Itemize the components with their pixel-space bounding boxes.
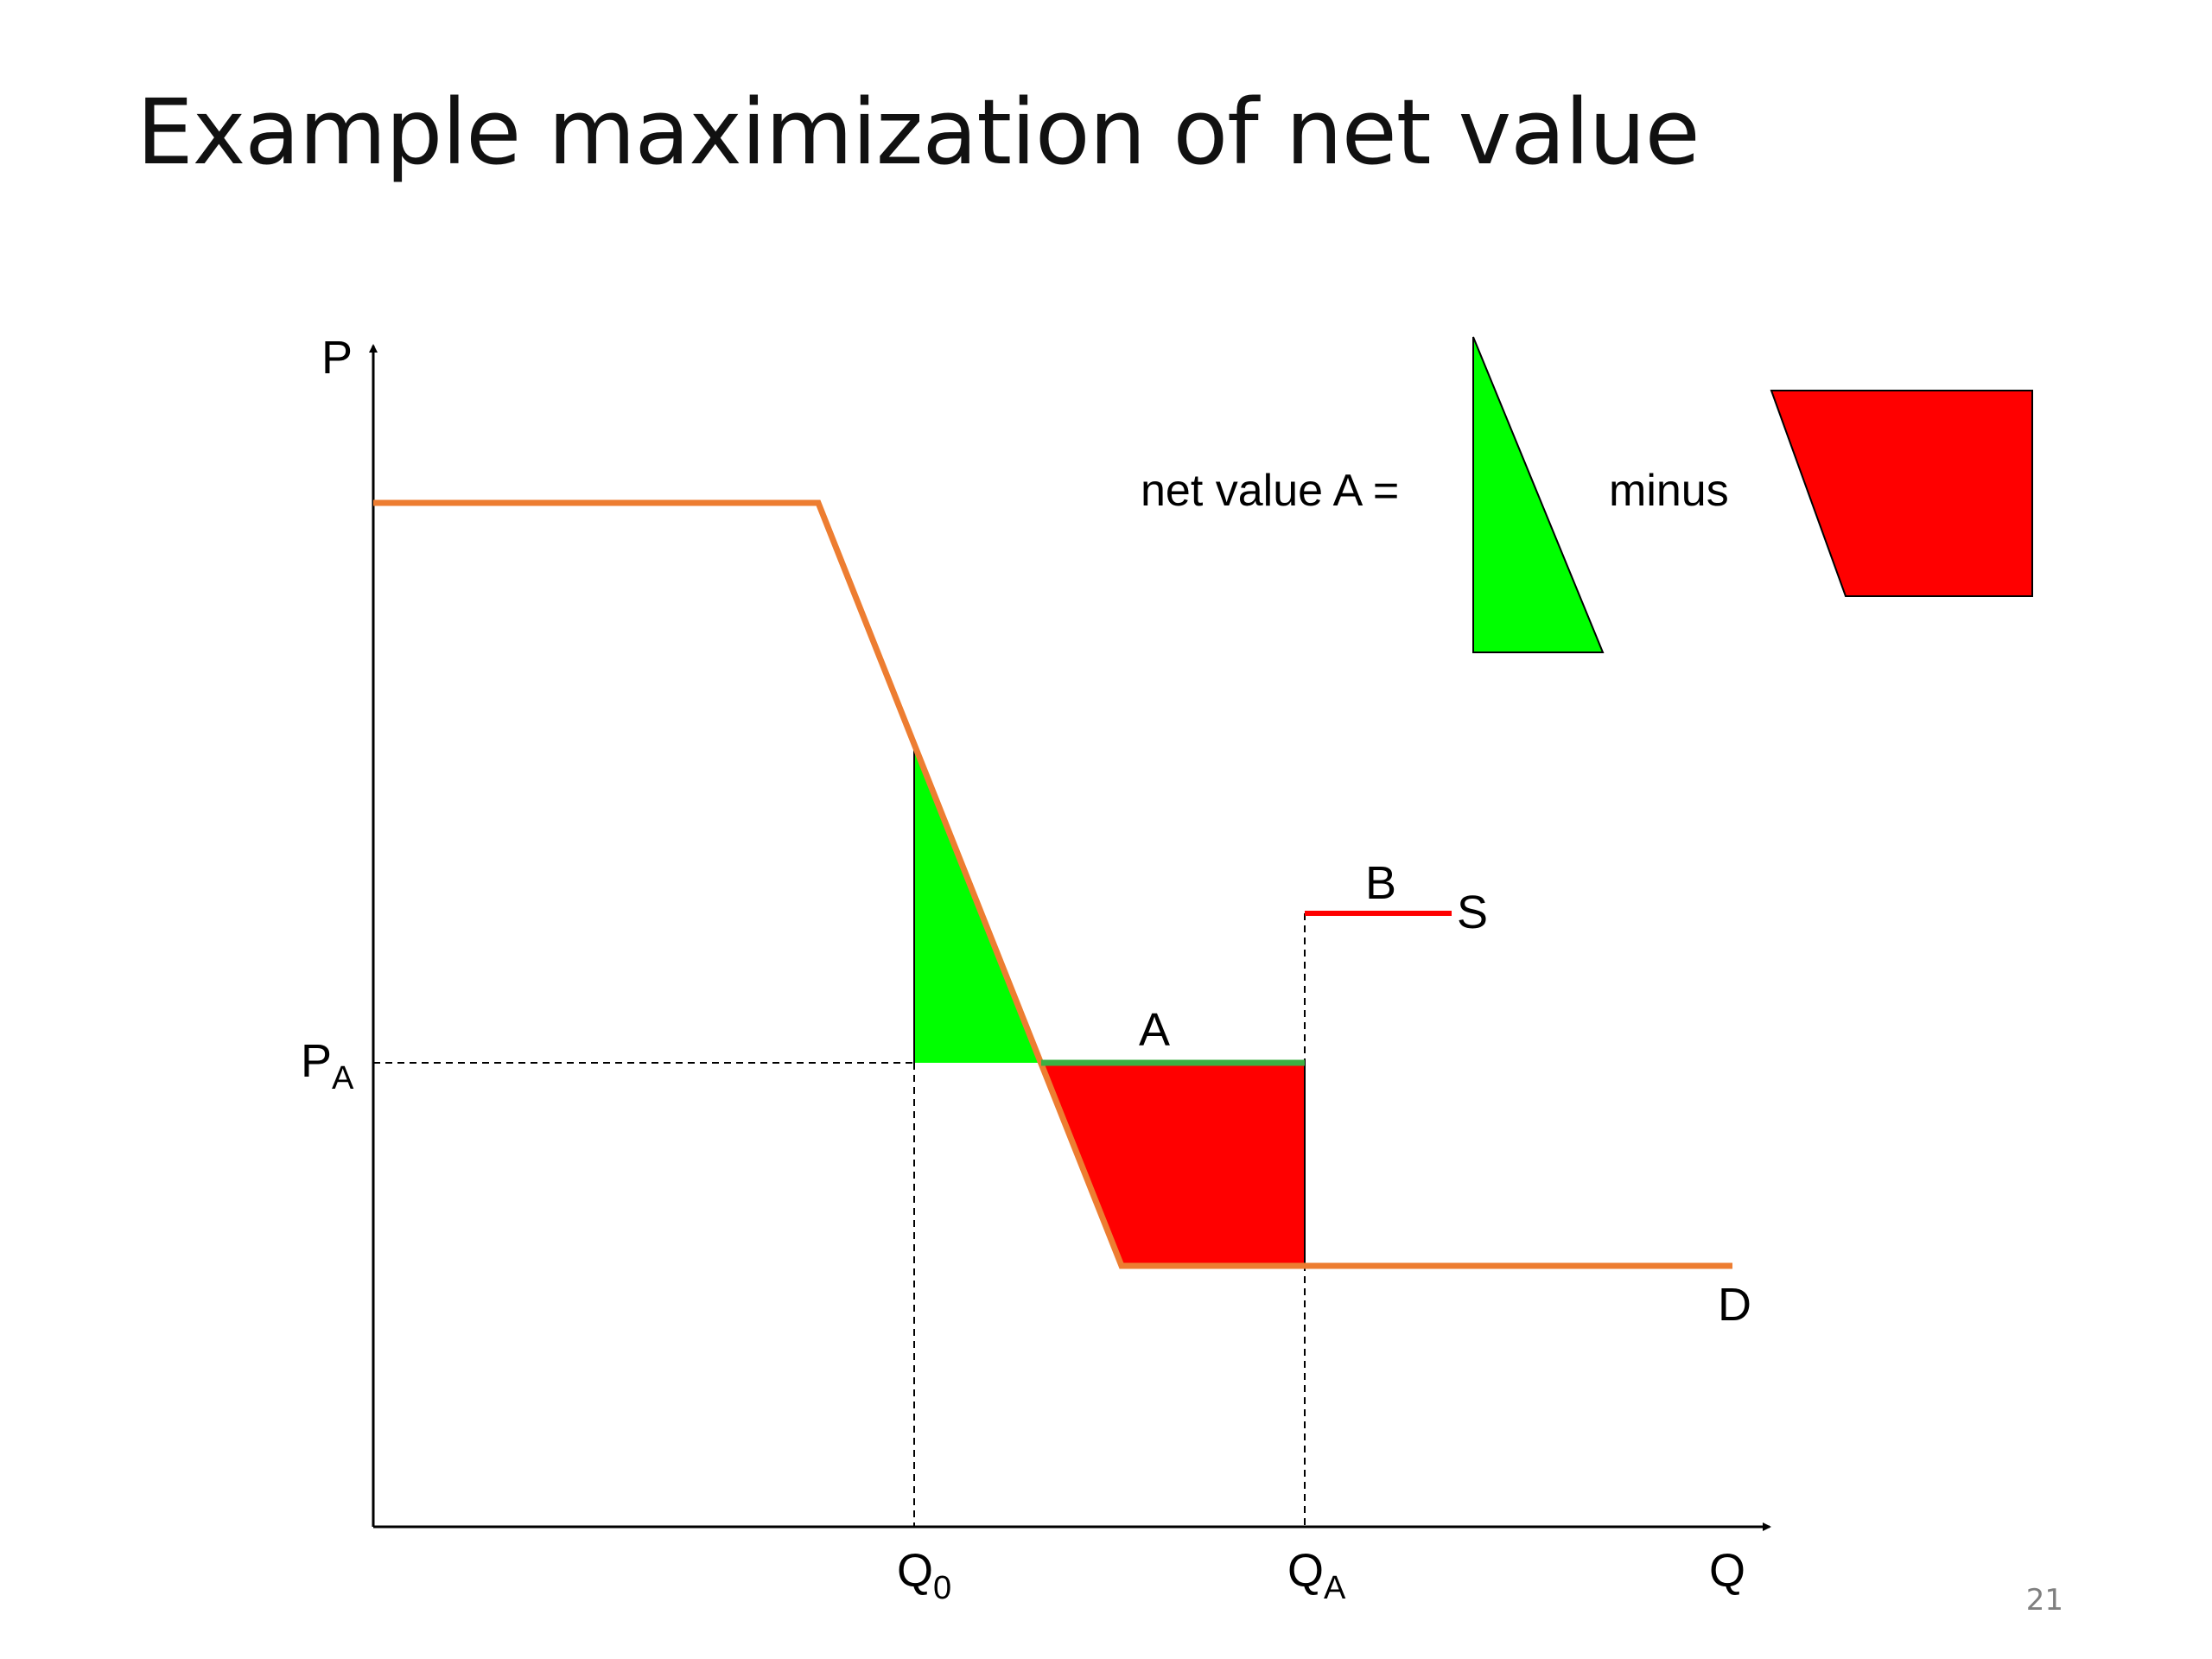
supply-label: S — [1457, 887, 1488, 938]
price-pa-label: PA — [301, 1035, 354, 1096]
legend-gain-triangle — [1472, 336, 1605, 653]
loss-area-trapezoid — [1039, 1063, 1305, 1266]
demand-label: D — [1718, 1279, 1751, 1331]
quantity-q0-label: Q0 — [897, 1545, 951, 1606]
x-axis-label: Q — [1709, 1545, 1745, 1597]
y-axis-label: P — [321, 332, 353, 384]
quantity-qa-label: QA — [1287, 1545, 1346, 1606]
legend-equation-text: net value A = — [1141, 466, 1399, 516]
demand-curve — [373, 499, 1732, 1269]
slide-title: Example maximization of net value — [137, 79, 1700, 185]
legend-operator-text: minus — [1609, 466, 1729, 516]
offer-a-label: A — [1139, 1004, 1170, 1056]
offer-b-label: B — [1365, 857, 1396, 909]
page-number: 21 — [2025, 1583, 2063, 1618]
legend-loss-trapezoid — [1770, 390, 2033, 597]
